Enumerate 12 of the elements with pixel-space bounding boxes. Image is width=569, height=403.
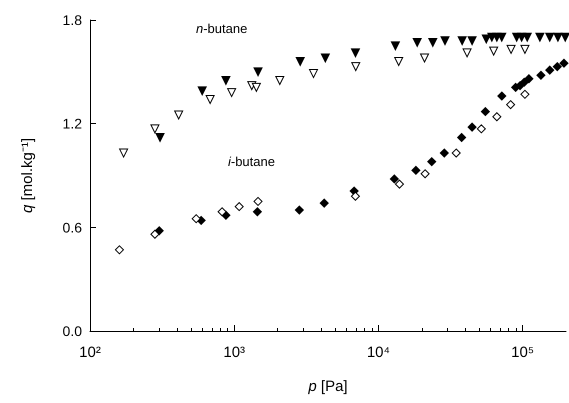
y-tick-label: 0.6 bbox=[62, 219, 82, 236]
annotation: n-butane bbox=[196, 21, 248, 36]
x-tick-label: 10³ bbox=[223, 344, 246, 361]
x-tick-label: 10⁵ bbox=[511, 344, 534, 361]
y-tick-label: 1.8 bbox=[62, 12, 82, 28]
y-axis-title: q [mol.kg⁻¹] bbox=[19, 138, 36, 214]
y-tick-label: 1.2 bbox=[62, 116, 82, 132]
x-axis-title: p [Pa] bbox=[307, 378, 348, 395]
annotation: i-butane bbox=[228, 154, 275, 169]
x-tick-label: 10² bbox=[79, 344, 101, 361]
x-tick-label: 10⁴ bbox=[366, 344, 390, 361]
y-tick-label: 0.0 bbox=[62, 323, 82, 339]
